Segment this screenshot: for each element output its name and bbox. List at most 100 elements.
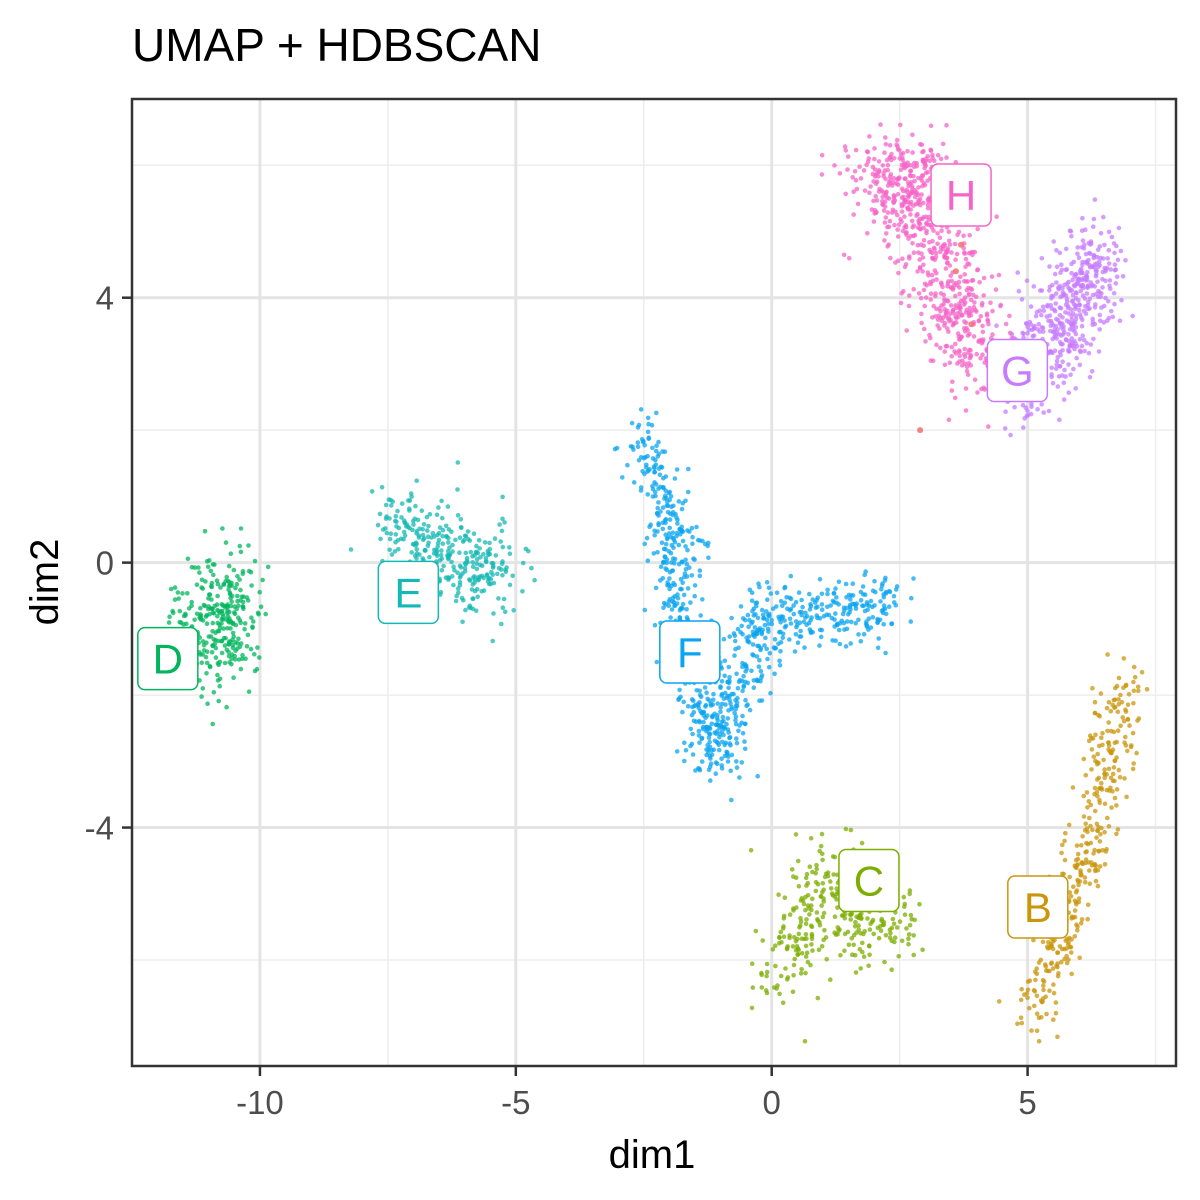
data-point [394,519,399,524]
data-point [529,565,534,571]
data-point [780,614,786,620]
data-point [804,871,810,877]
data-point [964,364,970,370]
data-point [445,554,451,559]
data-point [940,141,946,147]
data-point [741,683,747,689]
data-point [967,347,972,353]
data-point [899,186,905,192]
data-point [1070,277,1075,283]
data-point [399,501,405,506]
cluster-label-G: G [986,338,1049,403]
data-point [228,626,233,631]
data-point [1054,358,1060,364]
data-point [938,308,943,314]
data-point [1091,851,1096,856]
data-point [238,620,243,626]
data-point [491,611,496,616]
data-point [410,527,415,533]
data-point [215,581,221,587]
data-point [1067,228,1073,233]
data-point [1087,868,1092,873]
outlier-point [952,268,959,275]
data-point [1038,998,1044,1003]
data-point [769,621,775,627]
plot-border [130,97,1178,1068]
data-point [870,604,875,610]
data-point [1091,216,1097,222]
data-point [920,255,926,260]
data-point [832,163,837,168]
data-point [935,317,941,322]
data-point [1057,340,1063,345]
data-point [180,591,185,596]
data-point [236,657,242,662]
data-point [654,410,659,416]
data-point [851,942,856,948]
data-point [902,225,907,230]
data-point [1101,303,1107,309]
data-point [1092,197,1098,202]
data-point [1078,920,1084,926]
data-point [1064,936,1070,942]
data-point [887,589,893,595]
data-point [1060,285,1065,291]
data-point [810,869,815,875]
data-point [1012,404,1017,410]
data-point [793,632,799,637]
data-point [925,206,931,211]
data-point [1084,340,1090,346]
data-point [894,142,899,147]
data-point [868,625,874,630]
data-point [1089,264,1095,269]
data-point [1043,994,1048,1000]
data-point [1089,747,1095,752]
data-point [1107,283,1112,289]
data-point [848,593,854,598]
data-point [447,545,452,550]
data-point [1092,791,1097,797]
data-point [383,526,388,531]
data-point [198,605,203,611]
data-point [631,480,637,485]
data-point [1083,772,1089,778]
data-point [668,494,674,499]
data-point [706,767,712,773]
data-point [958,274,963,280]
data-point [890,207,896,213]
data-point [773,943,778,948]
data-point [740,713,745,719]
data-point [765,597,770,602]
data-point [796,590,802,595]
data-point [1087,881,1093,887]
data-point [1116,675,1122,681]
data-point [490,572,496,577]
data-point [223,578,228,584]
data-point [1116,697,1121,702]
data-point [842,627,847,632]
data-point [787,616,793,622]
data-point [1024,278,1030,284]
data-point [645,453,650,459]
data-point [822,927,827,933]
data-point [782,895,788,900]
data-point [926,199,931,204]
data-point [867,134,872,139]
data-point [930,315,935,320]
data-point [1090,686,1095,691]
data-point [878,122,883,127]
data-point [919,311,924,317]
data-point [486,576,491,582]
data-point [1068,307,1074,312]
data-point [1064,296,1070,302]
data-point [761,616,766,621]
data-point [1025,987,1031,993]
data-point [980,300,985,306]
data-point [1092,321,1098,327]
data-point [966,262,972,267]
data-point [1002,426,1008,431]
data-point [876,168,882,173]
data-point [392,549,398,554]
data-point [395,508,400,514]
outlier-points [917,241,975,434]
